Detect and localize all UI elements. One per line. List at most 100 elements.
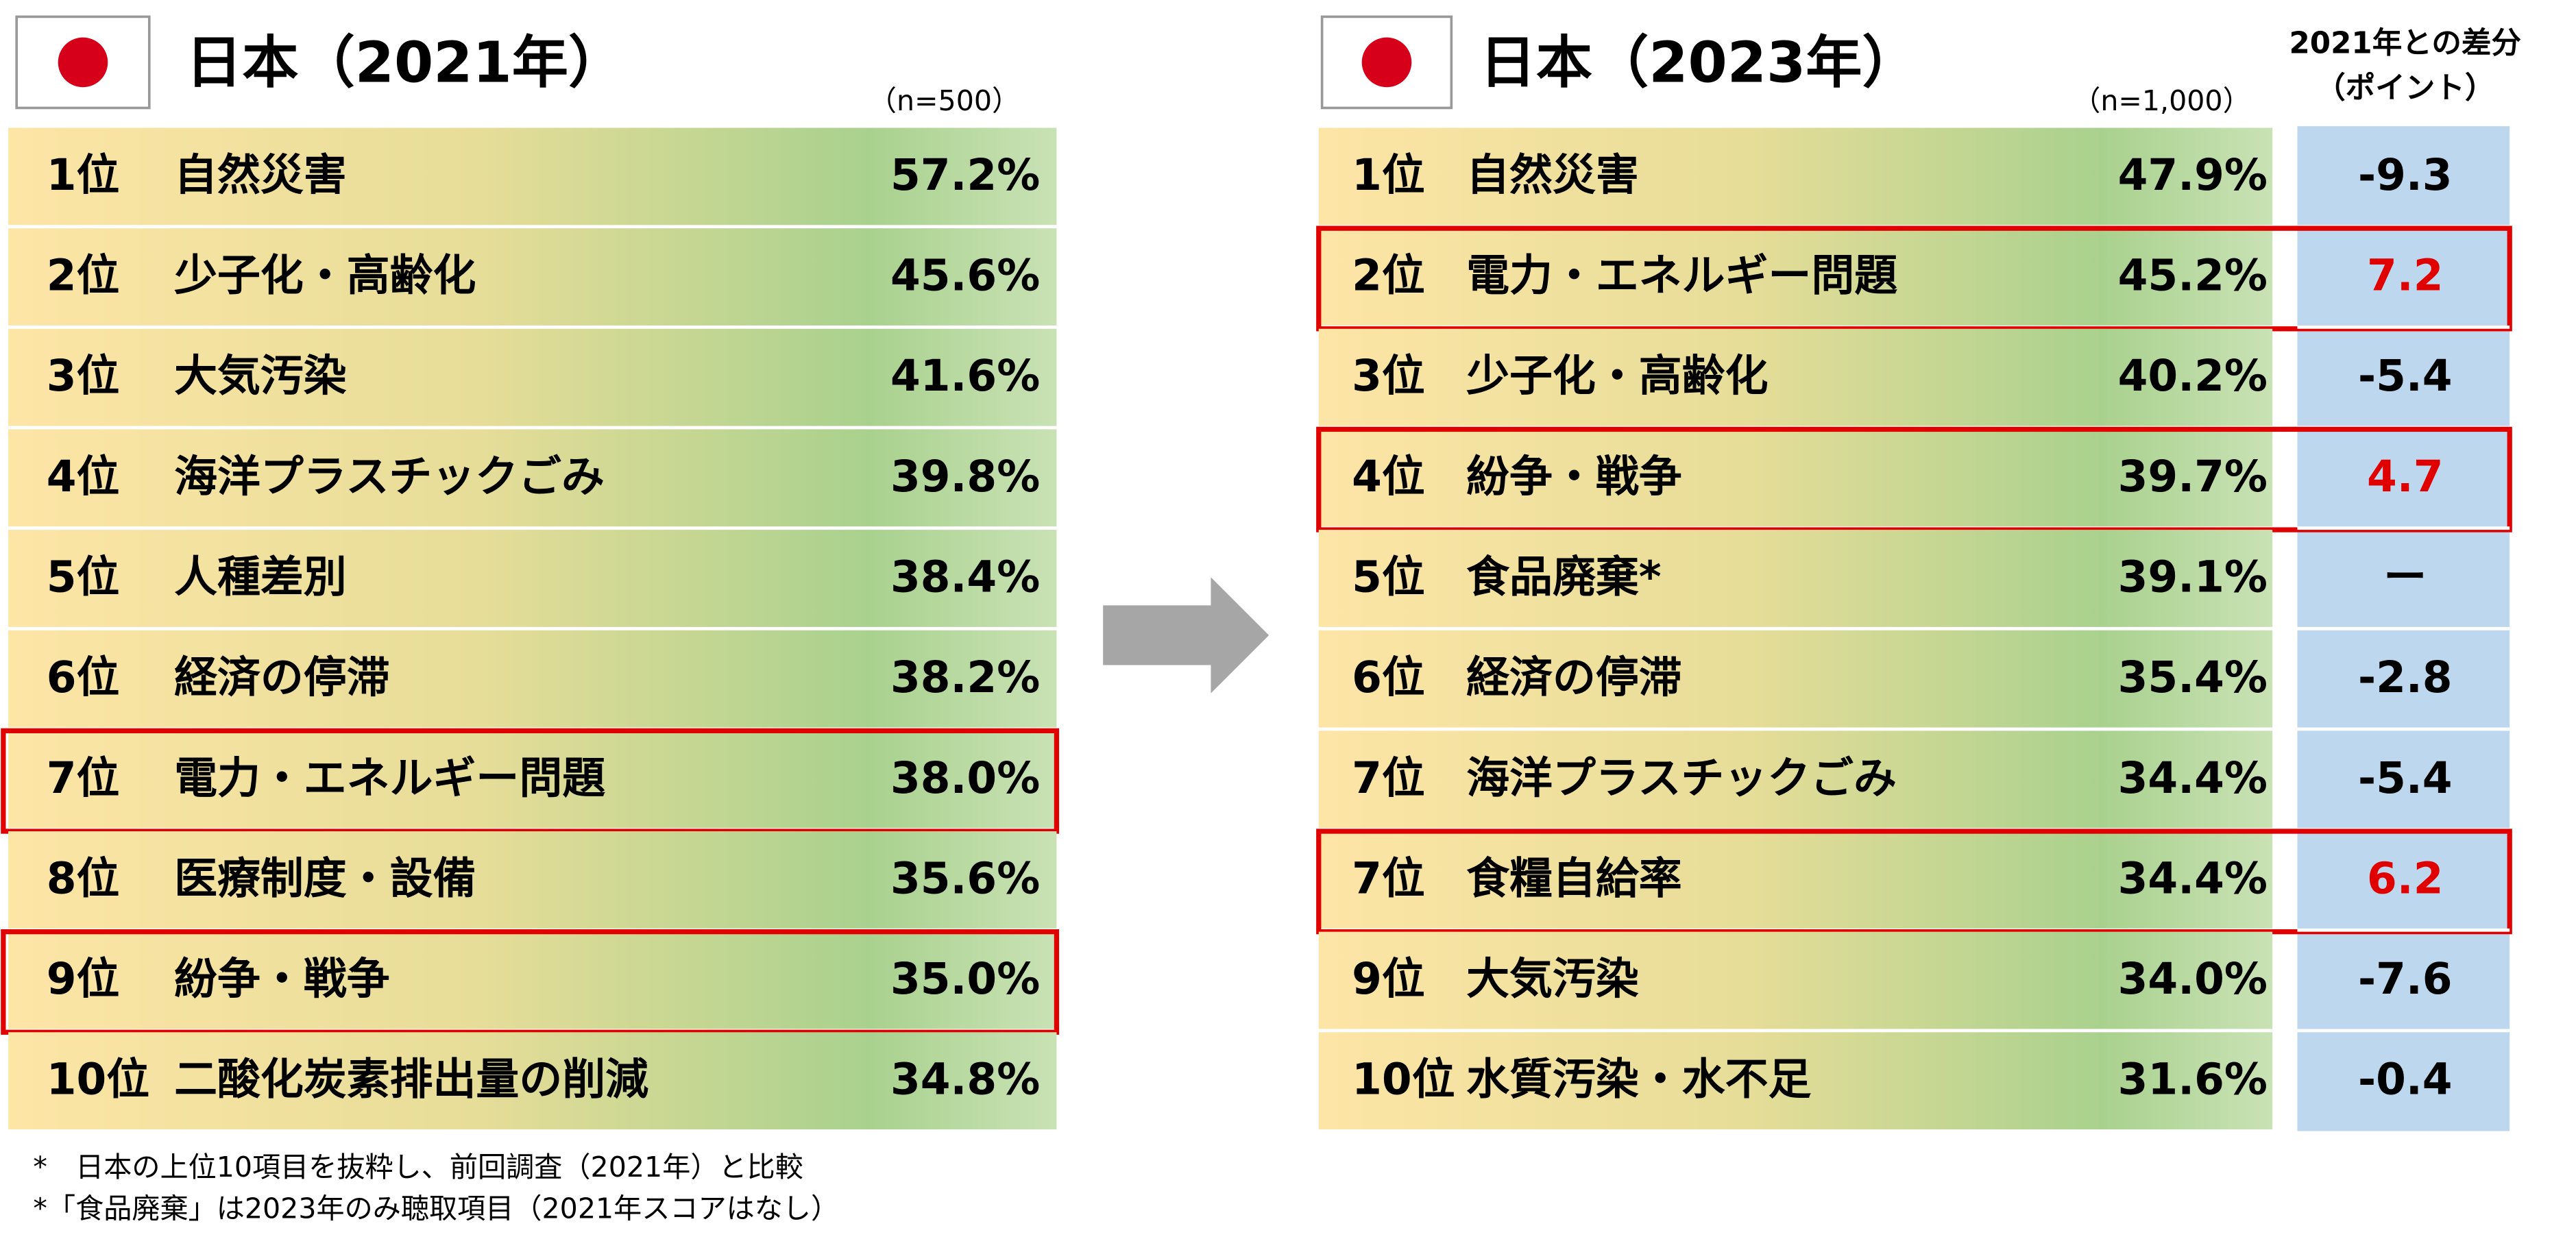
diff: ー (2383, 552, 2427, 602)
diff: 7.2 (2367, 251, 2443, 301)
highlight-box (1, 929, 1060, 1035)
diff: 6.2 (2367, 853, 2443, 903)
rank: 1位 (47, 150, 120, 200)
value: 35.6% (890, 853, 1040, 903)
row-bg (8, 228, 1057, 326)
value: 38.0% (890, 753, 1040, 803)
item: 少子化・高齢化 (1466, 351, 1768, 401)
rank: 10位 (47, 1055, 149, 1105)
flag-sun (58, 37, 108, 88)
item: 経済の停滞 (174, 652, 390, 702)
right-n: （n=1,000） (2072, 84, 2251, 117)
highlight-box (1, 728, 1060, 834)
footnote: * 日本の上位10項目を抜粋し、前回調査（2021年）と比較 (33, 1151, 803, 1183)
rank: 3位 (47, 351, 120, 401)
diff: -0.4 (2358, 1055, 2453, 1105)
item: 紛争・戦争 (174, 954, 390, 1004)
diff: 4.7 (2367, 452, 2443, 502)
row-bg (1318, 1032, 2273, 1130)
rank: 10位 (1352, 1055, 1455, 1105)
diff: -2.8 (2358, 652, 2453, 702)
diff-header: （ポイント） (2316, 71, 2494, 106)
rank: 7位 (1352, 753, 1425, 803)
value: 41.6% (890, 351, 1040, 401)
item: 人種差別 (174, 552, 347, 602)
item: 海洋プラスチックごみ (1466, 753, 1897, 803)
row-bg (1318, 228, 2273, 326)
diff-header: 2021年との差分 (2289, 27, 2522, 61)
rank: 1位 (1352, 150, 1425, 200)
row-bg (8, 731, 1057, 829)
left-title: 日本（2021年） (186, 30, 624, 95)
row-bg (8, 127, 1057, 225)
value: 35.4% (2118, 652, 2268, 702)
rank: 7位 (47, 753, 120, 803)
value: 38.2% (890, 652, 1040, 702)
item: 経済の停滞 (1466, 652, 1682, 702)
rank: 5位 (47, 552, 120, 602)
rank: 2位 (47, 251, 120, 301)
item: 海洋プラスチックごみ (174, 452, 605, 502)
item: 大気汚染 (174, 351, 347, 401)
row-bg (8, 429, 1057, 527)
rank: 4位 (1352, 452, 1425, 502)
value: 39.7% (2118, 452, 2268, 502)
item: 自然災害 (174, 150, 347, 200)
value: 34.4% (2118, 853, 2268, 903)
diff: -9.3 (2358, 150, 2453, 200)
row-bg (1318, 731, 2273, 829)
item: 電力・エネルギー問題 (1466, 251, 1897, 301)
item: 水質汚染・水不足 (1466, 1055, 1811, 1105)
item: 食品廃棄* (1466, 552, 1662, 602)
row-bg (8, 328, 1057, 426)
item: 大気汚染 (1466, 954, 1639, 1004)
value: 57.2% (890, 150, 1040, 200)
value: 38.4% (890, 552, 1040, 602)
value: 45.6% (890, 251, 1040, 301)
flag-sun (1361, 37, 1412, 88)
value: 34.0% (2118, 954, 2268, 1004)
value: 39.8% (890, 452, 1040, 502)
diff: -5.4 (2358, 351, 2453, 401)
item: 電力・エネルギー問題 (174, 753, 605, 803)
rank: 5位 (1352, 552, 1425, 602)
diff: -5.4 (2358, 753, 2453, 803)
rank: 6位 (1352, 652, 1425, 702)
right-title: 日本（2023年） (1479, 30, 1918, 95)
row-bg (8, 831, 1057, 929)
row-bg (8, 1032, 1057, 1130)
rank: 7位 (1352, 853, 1425, 903)
item: 少子化・高齢化 (174, 251, 476, 301)
item: 二酸化炭素排出量の削減 (174, 1055, 648, 1105)
value: 35.0% (890, 954, 1040, 1004)
item: 自然災害 (1466, 150, 1639, 200)
rank: 3位 (1352, 351, 1425, 401)
row-bg (1318, 127, 2273, 225)
left-n: （n=500） (868, 84, 1020, 117)
rank: 2位 (1352, 251, 1425, 301)
rank: 9位 (1352, 954, 1425, 1004)
row-bg (1318, 328, 2273, 426)
item: 医療制度・設備 (174, 853, 476, 903)
footnote: *「食品廃棄」は2023年のみ聴取項目（2021年スコアはなし） (33, 1192, 839, 1225)
item: 食糧自給率 (1466, 853, 1682, 903)
rank: 8位 (47, 853, 120, 903)
value: 34.8% (890, 1055, 1040, 1105)
row-bg (8, 530, 1057, 627)
rank: 4位 (47, 452, 120, 502)
value: 39.1% (2118, 552, 2268, 602)
value: 45.2% (2118, 251, 2268, 301)
value: 31.6% (2118, 1055, 2268, 1105)
row-bg (8, 630, 1057, 728)
diff: -7.6 (2358, 954, 2453, 1004)
value: 40.2% (2118, 351, 2268, 401)
row-bg (8, 931, 1057, 1029)
rank: 6位 (47, 652, 120, 702)
rank: 9位 (47, 954, 120, 1004)
row-bg (1318, 831, 2273, 929)
row-bg (1318, 530, 2273, 627)
rows: 1位 自然災害 57.2%2位 少子化・高齢化 45.6%3位 大気汚染 41.6%4位 海洋… (1, 127, 2512, 1130)
row-bg (1318, 931, 2273, 1029)
value: 34.4% (2118, 753, 2268, 803)
